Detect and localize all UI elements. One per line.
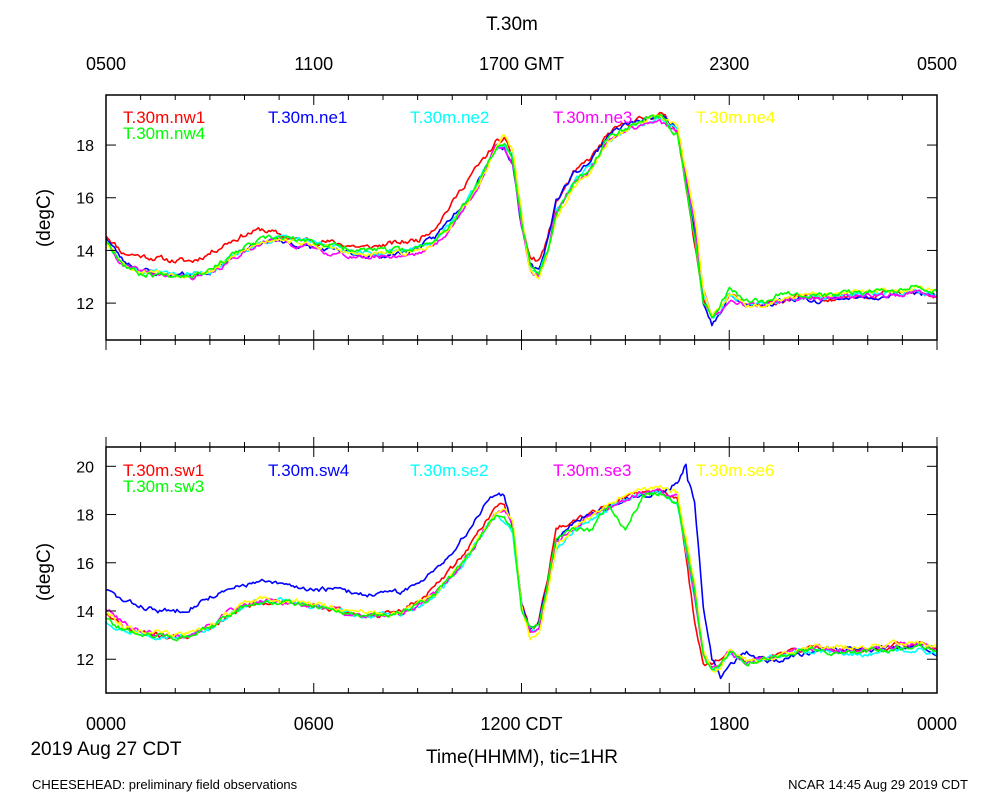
date-label: 2019 Aug 27 CDT [30,739,181,760]
y-tick-label: 20 [76,459,94,476]
y-tick-label: 12 [76,296,94,313]
x-bottom-tick-label: 0000 [86,714,126,734]
legend-entry: T.30m.ne3 [553,108,632,127]
series-line-t-30m-sw1 [106,488,937,667]
x-top-tick-label: 1100 [294,54,333,74]
y-tick-label: 14 [76,604,94,621]
legend-entry: T.30m.sw1 [123,461,204,480]
panel-bottom-ticks: 12 14 16 18 20 0000 0600 1200 CDT 1800 0000 [76,437,957,734]
y-tick-label: 16 [76,556,94,573]
y-tick-label: 14 [76,243,94,260]
panel-top-ylabel: (degC) [34,189,55,247]
x-top-tick-label: 0500 [86,54,126,74]
legend-entry: T.30m.se2 [410,461,488,480]
legend-entry: T.30m.se6 [696,461,774,480]
x-bottom-tick-label: 0000 [917,714,957,734]
legend-entry: T.30m.se3 [553,461,631,480]
x-top-tick-label: 2300 [709,54,749,74]
legend-entry: T.30m.ne1 [268,108,347,127]
legend-entry: T.30m.ne2 [410,108,489,127]
figure-title: T.30m [486,14,538,35]
panel-top-lines [106,111,937,327]
footer-left: CHEESEHEAD: preliminary field observatio… [32,777,298,792]
x-bottom-tick-label: 1200 CDT [480,714,562,734]
legend-entry: T.30m.sw3 [123,477,204,496]
series-line-t-30m-se3 [106,487,937,669]
series-line-t-30m-se2 [106,489,937,672]
x-top-tick-label: 0500 [917,54,957,74]
legend-entry: T.30m.nw1 [123,108,205,127]
legend-entry: T.30m.ne4 [696,108,775,127]
y-tick-label: 12 [76,652,94,669]
panel-bottom-ylabel: (degC) [34,543,55,601]
footer-right: NCAR 14:45 Aug 29 2019 CDT [788,777,968,792]
x-top-tick-label: 1700 GMT [479,54,564,74]
y-tick-label: 18 [76,508,94,525]
x-bottom-tick-label: 1800 [709,714,749,734]
panel-bottom-lines [106,463,937,680]
series-line-t-30m-nw4 [106,113,937,319]
panel-bottom: 12 14 16 18 20 0000 0600 1200 CDT 1800 0000 (degC… [34,437,957,734]
legend-entry: T.30m.nw4 [123,124,205,143]
x-bottom-tick-label: 0600 [294,714,334,734]
legend-bottom: T.30m.sw1 T.30m.sw4 T.30m.se2 T.30m.se3 T.30… [123,461,774,496]
panel-top-ticks: 12 14 16 18 0500 1100 1700 GMT 2300 0500 [76,54,957,350]
series-line-t-30m-ne3 [106,119,937,317]
panel-bottom-frame [105,446,938,694]
series-line-t-30m-se6 [106,484,937,674]
x-axis-label: Time(HHMM), tic=1HR [426,747,618,768]
y-tick-label: 18 [76,138,94,155]
y-tick-label: 16 [76,191,94,208]
legend-entry: T.30m.sw4 [268,461,349,480]
series-line-t-30m-sw3 [106,491,937,671]
legend-top: T.30m.nw1 T.30m.ne1 T.30m.ne2 T.30m.ne3 T.30… [123,108,775,143]
